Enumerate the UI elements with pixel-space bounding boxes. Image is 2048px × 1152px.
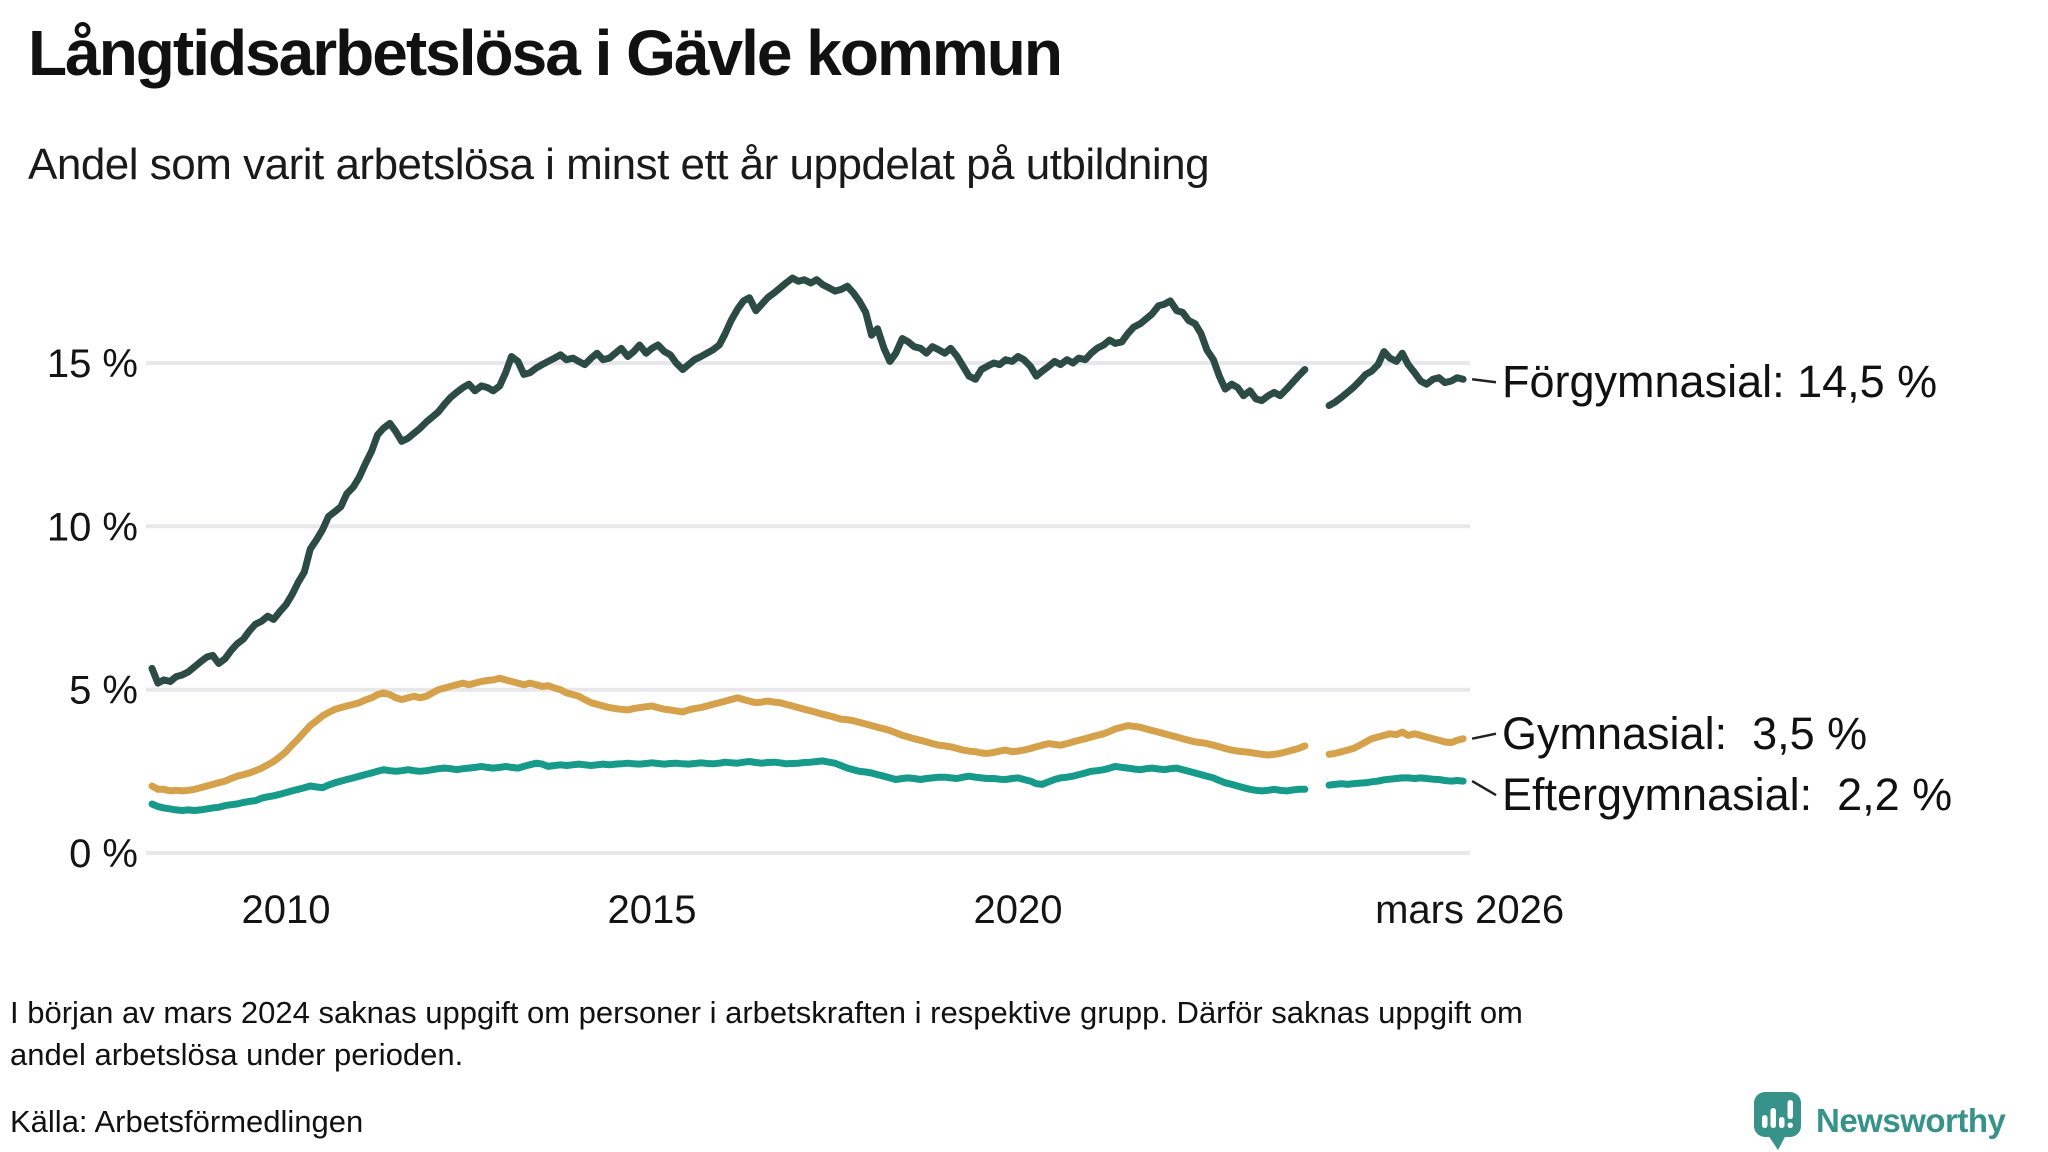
- newsworthy-wordmark: Newsworthy: [1816, 1102, 2006, 1139]
- line-forgymnasial-segment-1: [148, 274, 1309, 687]
- series-label-eftergymnasial: Eftergymnasial: 2,2 %: [1502, 769, 1953, 820]
- x-axis-tick-label: mars 2026: [1375, 888, 1564, 932]
- label-leader-gymnasial: [1471, 732, 1497, 740]
- page-title: Långtidsarbetslösa i Gävle kommun: [28, 17, 1063, 89]
- exclamation-mark-dot: [1787, 1122, 1793, 1128]
- label-leader-eftergymnasial: [1471, 780, 1497, 797]
- y-axis-tick-label: 5 %: [69, 669, 138, 713]
- series-label-gymnasial: Gymnasial: 3,5 %: [1502, 708, 1868, 759]
- line-eftergymnasial-segment-2: [1325, 774, 1467, 789]
- newsworthy-logo-icon: [1754, 1092, 1801, 1150]
- footnote-line-1: I början av mars 2024 saknas uppgift om …: [10, 995, 1523, 1030]
- y-axis-tick-label: 15 %: [47, 342, 138, 386]
- source-note: Källa: Arbetsförmedlingen: [10, 1104, 364, 1139]
- label-leader-forgymnasial: [1471, 378, 1497, 384]
- bar-chart-glyph-bar1: [1762, 1115, 1768, 1128]
- line-gymnasial-segment-1: [148, 674, 1309, 795]
- x-axis-tick-label: 2015: [608, 888, 697, 932]
- bar-chart-glyph-bar2: [1770, 1108, 1776, 1128]
- bar-chart-glyph-bar3: [1779, 1117, 1785, 1128]
- x-axis-tick-label: 2010: [242, 888, 331, 932]
- series-label-forgymnasial: Förgymnasial: 14,5 %: [1502, 356, 1938, 407]
- line-forgymnasial-segment-2: [1325, 348, 1467, 409]
- speech-bubble-tail: [1768, 1135, 1786, 1150]
- chart-subtitle: Andel som varit arbetslösa i minst ett å…: [28, 140, 1210, 189]
- footnote-line-2: andel arbetslösa under perioden.: [10, 1037, 464, 1072]
- line-gymnasial-segment-2: [1325, 728, 1467, 758]
- x-axis-tick-label: 2020: [974, 888, 1063, 932]
- exclamation-mark-stem: [1787, 1100, 1793, 1119]
- line-eftergymnasial-segment-1: [148, 757, 1309, 814]
- footnote: I början av mars 2024 saknas uppgift om …: [10, 992, 2040, 1076]
- y-axis-tick-label: 0 %: [69, 832, 138, 876]
- newsworthy-brand: Newsworthy: [1752, 1090, 2042, 1152]
- y-axis-tick-label: 10 %: [47, 505, 138, 549]
